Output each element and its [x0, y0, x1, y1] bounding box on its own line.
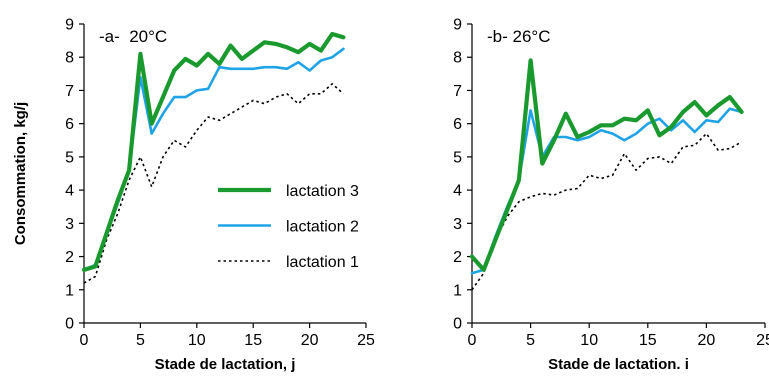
series-line-lactation-2: [82, 47, 345, 272]
x-tick-label: 5: [526, 332, 535, 349]
y-tick-label: 4: [65, 183, 74, 200]
x-axis-title: Stade de lactation, j: [155, 356, 296, 373]
series-line-lactation-3: [81, 31, 346, 272]
y-tick-label: 2: [65, 249, 74, 266]
x-tick-label: 15: [639, 332, 657, 349]
x-tick-label: 20: [301, 332, 319, 349]
series-line-lactation-1: [83, 83, 344, 284]
legend-label: lactation 1: [286, 254, 359, 271]
y-tick-label: 0: [453, 316, 462, 333]
panel-label: -a- 20°C: [99, 27, 167, 46]
x-tick-label: 15: [244, 332, 262, 349]
x-tick-label: 25: [756, 332, 769, 349]
y-tick-label: 7: [65, 83, 74, 100]
y-tick-label: 7: [453, 83, 462, 100]
y-tick-label: 9: [453, 17, 462, 34]
y-tick-label: 1: [453, 282, 462, 299]
x-tick-label: 20: [698, 332, 716, 349]
y-tick-label: 9: [65, 17, 74, 34]
y-tick-label: 6: [65, 116, 74, 133]
x-tick-label: 25: [357, 332, 375, 349]
panel-label: -b- 26°C: [487, 27, 550, 46]
x-tick-label: 0: [80, 332, 89, 349]
legend: lactation 3 lactation 2 lactation 1: [218, 183, 359, 271]
y-tick-label: 0: [65, 316, 74, 333]
legend-label: lactation 3: [286, 183, 359, 200]
x-axis-title: Stade de lactation. i: [548, 356, 689, 373]
series-line-lactation-1: [471, 132, 742, 291]
series-line-lactation-3: [469, 58, 744, 272]
y-tick-label: 3: [453, 216, 462, 233]
y-tick-label: 2: [453, 249, 462, 266]
x-tick-label: 0: [468, 332, 477, 349]
y-axis-title: Consommation, kg/j: [12, 102, 29, 245]
y-tick-label: 6: [453, 116, 462, 133]
y-tick-label: 8: [65, 50, 74, 67]
x-tick-label: 5: [136, 332, 145, 349]
legend-label: lactation 2: [286, 219, 359, 236]
x-tick-label: 10: [188, 332, 206, 349]
x-tick-label: 10: [580, 332, 598, 349]
y-tick-label: 5: [453, 149, 462, 166]
y-tick-label: 8: [453, 50, 462, 67]
chart-panel-b: 0 1 2 3 4 5 6 7 8 9 0 5 10 15 20 25 Stade de lactation. …: [453, 17, 769, 374]
y-tick-label: 1: [65, 282, 74, 299]
y-tick-label: 3: [65, 216, 74, 233]
chart-panel-a: 0 1 2 3 4 5 6 7 8 9 0 5 10 15 20 25 Stade de lactation, …: [12, 17, 375, 374]
y-tick-label: 4: [453, 183, 462, 200]
y-tick-label: 5: [65, 149, 74, 166]
